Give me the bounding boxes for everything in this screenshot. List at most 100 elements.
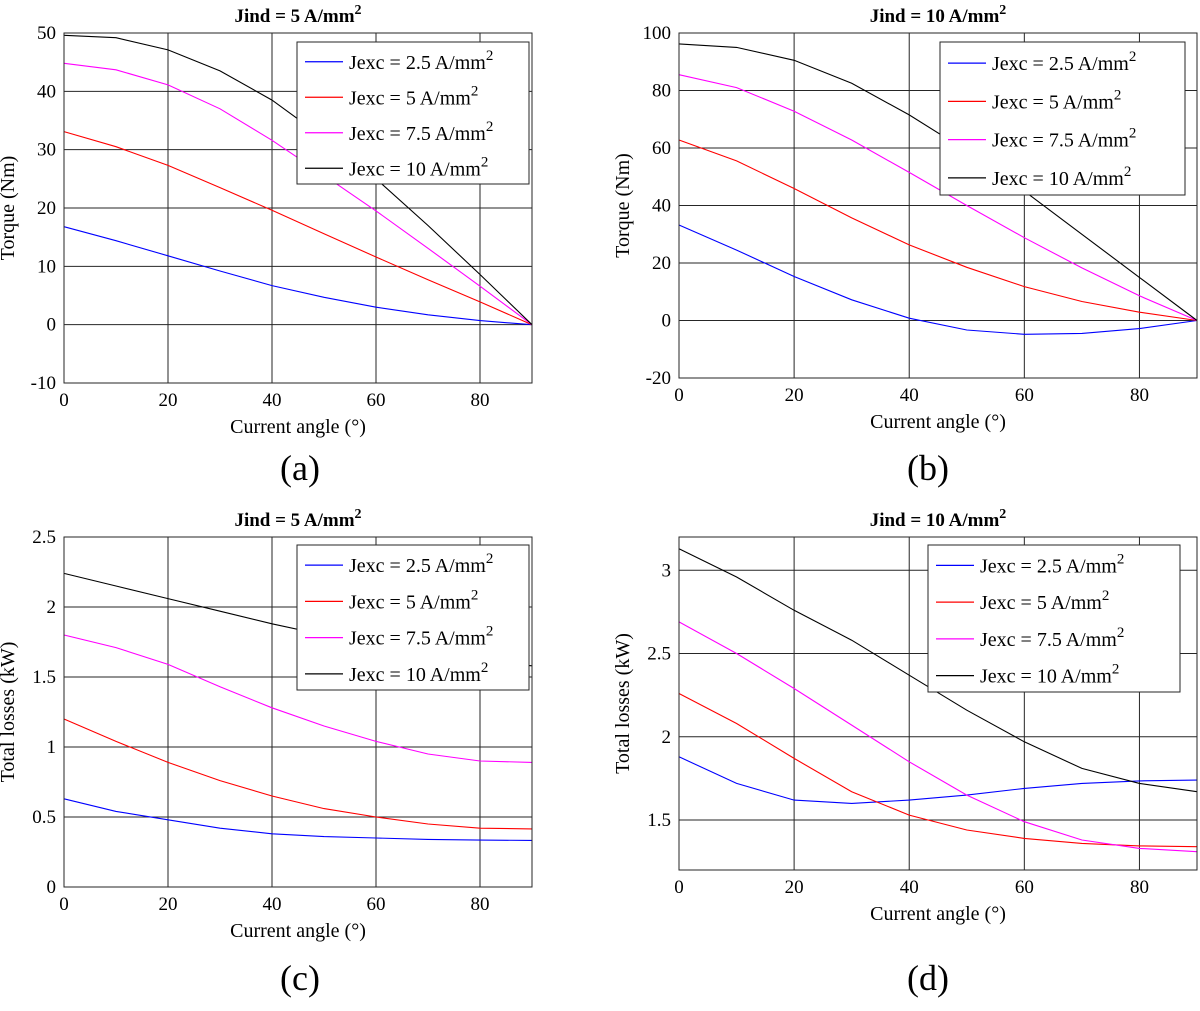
panel-caption: (c) — [280, 958, 320, 998]
legend-label-text: Jexc = 10 A/mm — [992, 168, 1124, 190]
series-line-1 — [63, 226, 533, 326]
y-tick-label: 20 — [652, 253, 671, 274]
series-line-1 — [678, 756, 1198, 804]
legend-label-superscript: 2 — [1102, 588, 1110, 604]
series-line-3 — [63, 634, 533, 763]
x-tick-label: 60 — [1015, 385, 1034, 406]
axes-frame — [678, 32, 1198, 379]
x-tick-label: 80 — [471, 390, 490, 411]
legend-label-2: Jexc = 5 A/mm2 — [992, 87, 1121, 113]
y-axis-label: Torque (Nm) — [612, 153, 634, 258]
x-tick-label: 20 — [785, 385, 804, 406]
legend-label-3: Jexc = 7.5 A/mm2 — [349, 119, 493, 145]
axes-frame — [63, 536, 533, 888]
legend-label-superscript: 2 — [481, 660, 489, 676]
legend-label-4: Jexc = 10 A/mm2 — [349, 154, 488, 180]
chart-title-superscript: 2 — [999, 3, 1006, 18]
panel-caption: (b) — [907, 448, 949, 488]
x-tick-label: 40 — [900, 877, 919, 898]
x-tick-label: 80 — [1130, 877, 1149, 898]
y-tick-label: 2 — [47, 597, 57, 618]
x-tick-label: 60 — [1015, 877, 1034, 898]
series-line-3 — [678, 74, 1198, 322]
y-tick-label: 2 — [662, 727, 672, 748]
x-tick-label: 80 — [471, 894, 490, 915]
legend-box — [927, 544, 1181, 693]
legend-label-4: Jexc = 10 A/mm2 — [980, 662, 1119, 688]
legend-label-superscript: 2 — [1129, 126, 1137, 142]
y-axis-label: Torque (Nm) — [0, 156, 19, 261]
x-tick-label: 0 — [59, 390, 69, 411]
legend-label-superscript: 2 — [1117, 551, 1125, 567]
legend-box — [296, 41, 530, 185]
legend-label-superscript: 2 — [471, 587, 479, 603]
y-tick-label: 40 — [652, 196, 671, 217]
y-tick-label: 60 — [652, 138, 671, 159]
x-tick-label: 80 — [1130, 385, 1149, 406]
legend-label-text: Jexc = 2.5 A/mm — [992, 53, 1129, 75]
legend-label-superscript: 2 — [486, 551, 494, 567]
y-tick-label: 20 — [37, 198, 56, 219]
axes-frame — [678, 536, 1198, 871]
legend-label-2: Jexc = 5 A/mm2 — [349, 83, 478, 109]
x-tick-label: 40 — [263, 390, 282, 411]
y-tick-label: 0.5 — [32, 807, 56, 828]
legend-label-superscript: 2 — [1114, 87, 1122, 103]
panel-caption: (a) — [280, 448, 320, 488]
y-tick-label: 30 — [37, 140, 56, 161]
series-line-2 — [63, 718, 533, 830]
chart-title-superscript: 2 — [999, 507, 1006, 522]
axes-frame — [63, 32, 533, 384]
chart-title-text: Jind = 5 A/mm — [234, 510, 354, 531]
x-tick-label: 20 — [159, 390, 178, 411]
y-tick-label: 2.5 — [647, 644, 671, 665]
series-line-1 — [63, 798, 533, 841]
legend-label-3: Jexc = 7.5 A/mm2 — [349, 624, 493, 650]
x-axis-label: Current angle (°) — [870, 903, 1006, 925]
legend-label-superscript: 2 — [486, 48, 494, 64]
chart-title-text: Jind = 10 A/mm — [870, 6, 1000, 27]
legend-label-superscript: 2 — [471, 83, 479, 99]
legend-label-text: Jexc = 2.5 A/mm — [980, 555, 1117, 577]
legend-label-superscript: 2 — [1124, 164, 1132, 180]
y-axis-label: Total losses (kW) — [0, 642, 19, 783]
x-axis-label: Current angle (°) — [230, 416, 366, 438]
y-tick-label: 1.5 — [32, 667, 56, 688]
chart-panel-3: 0 20 40 60 80 0 0.5 1 1.5 2 2.5 Current angle (°) To… — [0, 507, 533, 998]
y-tick-label: 100 — [643, 23, 672, 44]
legend-label-text: Jexc = 2.5 A/mm — [349, 555, 486, 577]
legend-label-superscript: 2 — [486, 119, 494, 135]
legend-label-1: Jexc = 2.5 A/mm2 — [349, 551, 493, 577]
y-tick-label: 0 — [47, 315, 57, 336]
x-tick-label: 0 — [59, 894, 69, 915]
legend-label-text: Jexc = 10 A/mm — [349, 158, 481, 180]
x-tick-label: 60 — [367, 894, 386, 915]
legend-label-3: Jexc = 7.5 A/mm2 — [992, 126, 1136, 152]
legend-label-text: Jexc = 5 A/mm — [349, 591, 471, 613]
y-tick-label: 10 — [37, 256, 56, 277]
chart-title-superscript: 2 — [355, 507, 362, 522]
legend-label-1: Jexc = 2.5 A/mm2 — [992, 49, 1136, 75]
chart-panel-4: 0 20 40 60 80 1.5 2 2.5 3 Current angle (°) Total … — [612, 507, 1198, 998]
series-line-2 — [678, 139, 1198, 322]
chart-title: Jind = 10 A/mm2 — [870, 507, 1007, 531]
legend-label-text: Jexc = 7.5 A/mm — [349, 123, 486, 145]
legend-label-2: Jexc = 5 A/mm2 — [349, 587, 478, 613]
legend-label-superscript: 2 — [1129, 49, 1137, 65]
y-tick-label: 0 — [47, 877, 57, 898]
y-tick-label: 0 — [662, 311, 672, 332]
y-tick-label: -10 — [31, 373, 56, 394]
y-tick-label: 3 — [662, 560, 672, 581]
x-axis-label: Current angle (°) — [870, 411, 1006, 433]
legend-label-1: Jexc = 2.5 A/mm2 — [980, 551, 1124, 577]
x-tick-label: 0 — [674, 877, 684, 898]
chart-title-superscript: 2 — [355, 3, 362, 18]
legend-label-text: Jexc = 7.5 A/mm — [980, 629, 1117, 651]
legend-label-superscript: 2 — [481, 154, 489, 170]
x-tick-label: 20 — [159, 894, 178, 915]
y-tick-label: -20 — [646, 368, 671, 389]
legend-label-text: Jexc = 5 A/mm — [992, 91, 1114, 113]
